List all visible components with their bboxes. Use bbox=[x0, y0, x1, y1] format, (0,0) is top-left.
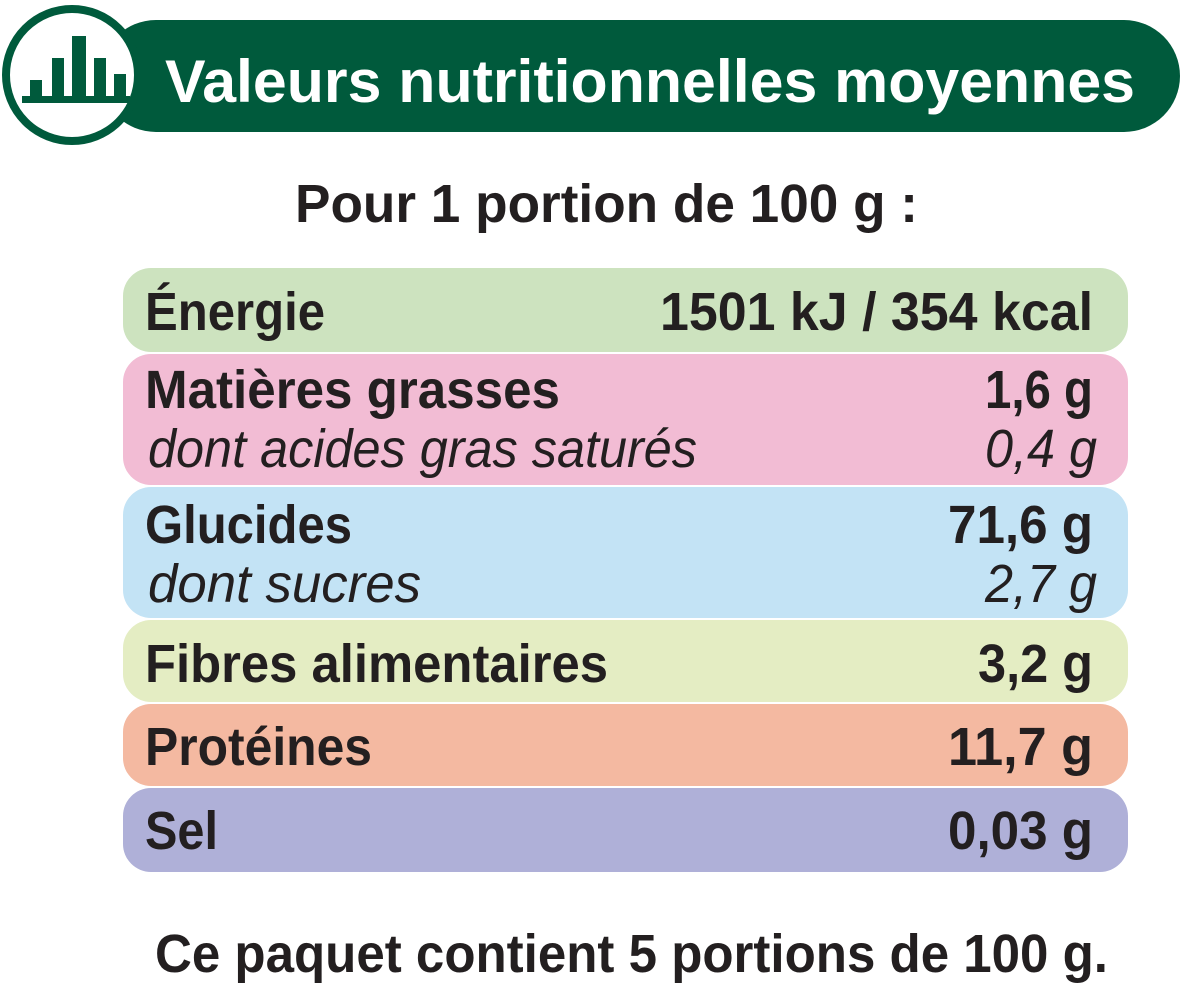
row-label: Énergie bbox=[145, 282, 325, 342]
row-value: 11,7 g bbox=[948, 717, 1093, 777]
header-bar bbox=[100, 20, 1180, 132]
footer: Ce paquet contient 5 portions de 100 g. bbox=[155, 924, 1108, 984]
icon-bars bbox=[22, 36, 130, 103]
row-value: 3,2 g bbox=[978, 634, 1093, 694]
sub-label: dont sucres bbox=[148, 554, 421, 614]
row-energy bbox=[123, 268, 1128, 352]
row-label: Protéines bbox=[145, 717, 372, 777]
sub-value: 0,4 g bbox=[985, 419, 1097, 479]
row-value: 1501 kJ / 354 kcal bbox=[660, 282, 1093, 342]
subtitle: Pour 1 portion de 100 g : bbox=[295, 174, 918, 234]
row-protein bbox=[123, 704, 1128, 786]
row-label: Sel bbox=[145, 801, 218, 861]
row-label: Fibres alimentaires bbox=[145, 634, 608, 694]
row-label: Matières grasses bbox=[145, 360, 560, 420]
row-carbs bbox=[123, 487, 1128, 618]
row-value: 71,6 g bbox=[948, 495, 1093, 555]
sub-value: 2,7 g bbox=[984, 554, 1097, 614]
row-label: Glucides bbox=[145, 495, 352, 555]
row-value: 1,6 g bbox=[985, 360, 1093, 420]
sub-label: dont acides gras saturés bbox=[148, 419, 697, 479]
row-fibre bbox=[123, 620, 1128, 702]
row-fat bbox=[123, 354, 1128, 485]
row-salt bbox=[123, 788, 1128, 872]
row-value: 0,03 g bbox=[948, 801, 1093, 861]
header-title: Valeurs nutritionnelles moyennes bbox=[165, 48, 1135, 115]
